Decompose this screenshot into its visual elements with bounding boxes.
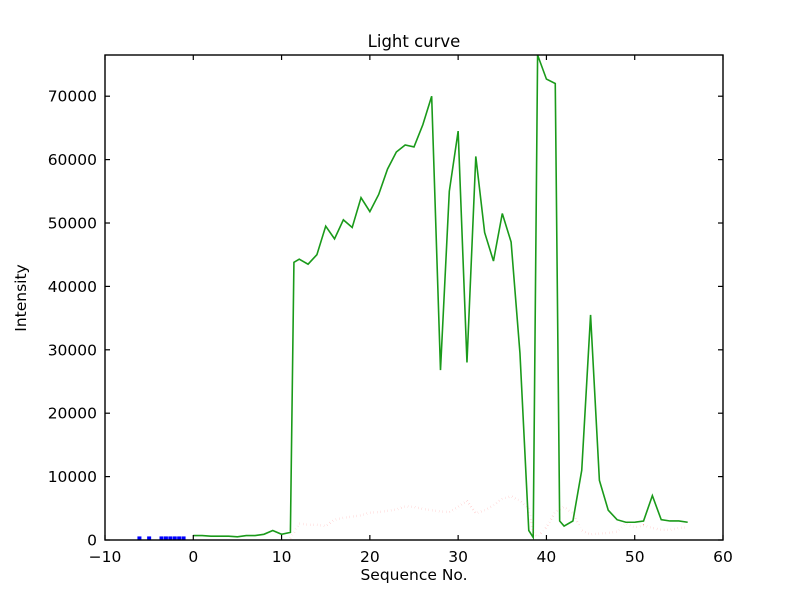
plot-area-background — [105, 55, 723, 540]
data-marker — [181, 536, 186, 541]
x-tick-label: −10 — [89, 548, 122, 566]
chart-title: Light curve — [368, 32, 461, 51]
plot-frame — [104, 54, 724, 541]
x-tick-label: 0 — [188, 548, 198, 566]
x-tick-label: 10 — [272, 548, 292, 566]
data-marker — [159, 536, 164, 541]
x-tick-label: 40 — [537, 548, 557, 566]
y-tick-label: 60000 — [48, 151, 97, 169]
x-tick-label: 30 — [448, 548, 468, 566]
x-axis-title: Sequence No. — [360, 566, 467, 584]
data-marker — [163, 536, 168, 541]
y-axis-title: Intensity — [12, 264, 30, 331]
blue-marker-series — [137, 536, 186, 541]
data-marker — [137, 536, 142, 541]
y-tick-label: 10000 — [48, 468, 97, 486]
series-layer — [137, 54, 688, 541]
x-tick-label: 60 — [713, 548, 733, 566]
data-marker — [147, 536, 152, 541]
green-solid-curve — [193, 54, 688, 541]
data-marker — [177, 536, 182, 541]
y-tick-label: 30000 — [48, 341, 97, 359]
y-tick-label: 0 — [87, 532, 97, 550]
x-tick-label: 20 — [360, 548, 380, 566]
data-marker — [172, 536, 177, 541]
x-tick-label: 50 — [625, 548, 645, 566]
y-tick-label: 20000 — [48, 405, 97, 423]
y-tick-label: 50000 — [48, 215, 97, 233]
y-tick-label: 40000 — [48, 278, 97, 296]
data-marker — [168, 536, 173, 541]
y-tick-label: 70000 — [48, 88, 97, 106]
tick-labels-layer: −10 0 10 20 30 40 50 60010000200003000040000500… — [48, 88, 733, 566]
